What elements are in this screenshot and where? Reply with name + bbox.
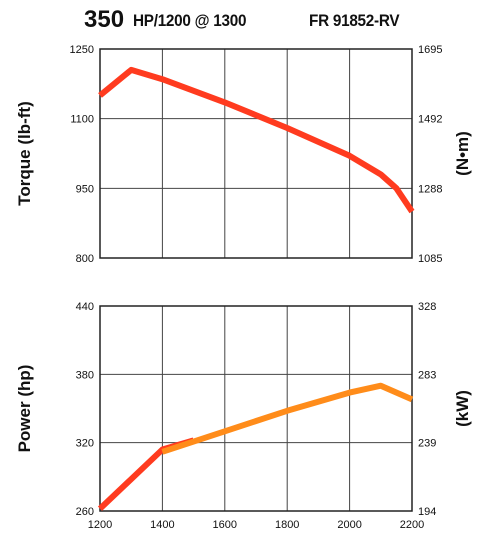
y-tick-label: 440 [76,301,94,313]
plot-frame [99,305,413,512]
chart-header: 350 HP/1200 @ 1300 FR 91852-RV [0,4,493,34]
data-point [159,76,165,82]
header-hp: 350 [84,6,125,33]
y-tick-label: 320 [76,438,94,450]
y-tick-label: 260 [76,506,94,518]
x-tick-label: 1200 [88,519,112,531]
y-tick-label: 950 [76,183,94,195]
data-point [284,408,290,414]
header-model: FR 91852-RV [309,11,400,30]
power-line-0 [97,437,195,511]
x-tick-label: 1800 [275,519,299,531]
data-point [222,99,228,105]
y-right-tick-label: 283 [418,369,436,381]
y-right-tick-label: 1492 [418,114,442,126]
y-tick-label: 800 [76,253,94,265]
torque-line-0 [98,66,415,214]
x-tick-label: 2200 [400,519,424,531]
y-right-tick-label: 194 [418,506,436,518]
y-right-tick-label: 239 [418,438,436,450]
y-right-tick-label: 1695 [418,44,442,56]
data-point [97,92,103,98]
x-tick-label: 2000 [337,519,361,531]
power-panel: 260 320 380 440 194 239 283 328 Power (hp) (kW) 12… [15,301,472,531]
data-point [284,125,290,131]
power-line-1 [161,382,414,455]
y-right-axis-label: (N•m) [453,131,472,176]
data-point [159,449,165,455]
data-point [347,153,353,159]
y-axis-label: Torque (lb-ft) [15,101,34,205]
data-point [222,428,228,434]
y-right-tick-label: 328 [418,301,436,313]
x-tick-label: 1600 [213,519,237,531]
x-tick-label: 1400 [150,519,174,531]
torque-panel: 800 950 1100 1250 1085 1288 1492 1695 Torque (lb… [15,44,472,265]
y-tick-label: 380 [76,369,94,381]
data-point [378,171,384,177]
data-point [347,390,353,396]
y-axis-label: Power (hp) [15,365,34,453]
y-right-axis-label: (kW) [453,390,472,427]
data-point [393,185,399,191]
y-tick-label: 1250 [70,44,94,56]
data-point [97,506,103,512]
y-right-tick-label: 1288 [418,183,442,195]
y-right-tick-label: 1085 [418,253,442,265]
header-rating: HP/1200 @ 1300 [133,11,247,30]
plot-frame [99,48,413,259]
data-point [409,209,415,215]
y-tick-label: 1100 [70,114,94,126]
data-point [409,396,415,402]
data-point [128,67,134,73]
data-point [378,383,384,389]
